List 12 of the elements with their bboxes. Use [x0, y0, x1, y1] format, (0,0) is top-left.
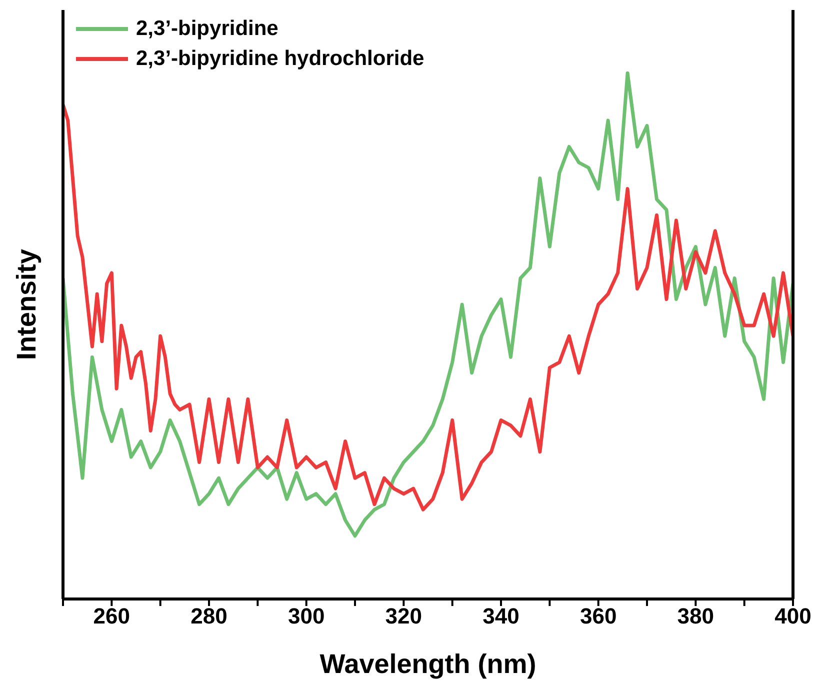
x-tick-label: 260	[93, 604, 130, 629]
x-tick-label: 360	[580, 604, 617, 629]
legend-label: 2,3’-bipyridine	[136, 17, 278, 41]
legend-label: 2,3’-bipyridine hydrochloride	[136, 47, 424, 71]
x-axis-title: Wavelength (nm)	[320, 649, 536, 679]
x-tick-label: 380	[677, 604, 714, 629]
x-tick-label: 400	[774, 604, 812, 629]
x-tick-label: 340	[482, 604, 520, 629]
x-tick-label: 320	[385, 604, 422, 629]
x-tick-label: 300	[288, 604, 325, 629]
y-axis-title: Intensity	[12, 248, 42, 360]
x-tick-label: 280	[190, 604, 228, 629]
